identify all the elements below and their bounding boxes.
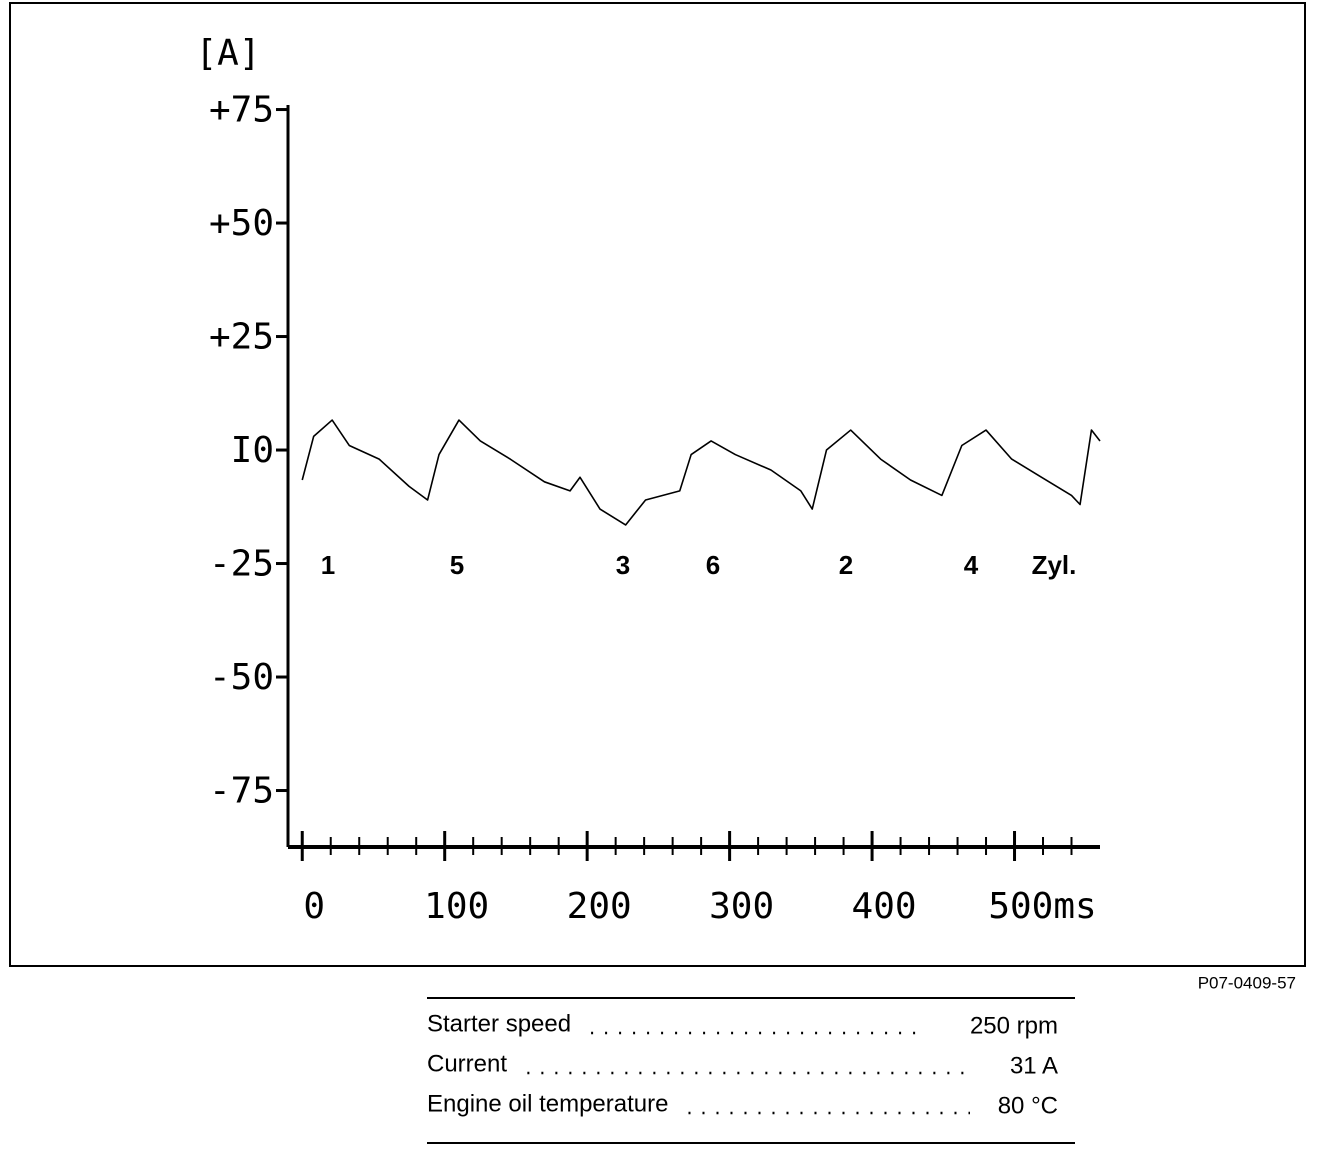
table-value: 31 A bbox=[1010, 1052, 1058, 1079]
x-tick-label: 400 bbox=[852, 886, 917, 927]
cylinder-label: 3 bbox=[616, 550, 630, 580]
table-value: 80 °C bbox=[998, 1092, 1058, 1119]
x-tick-label: 100 bbox=[424, 886, 489, 927]
x-tick-label: 0 bbox=[303, 886, 325, 927]
y-tick-label: -50 bbox=[209, 657, 274, 698]
table-label: Engine oil temperature bbox=[427, 1090, 668, 1117]
cylinder-label: 6 bbox=[706, 550, 720, 580]
frame bbox=[9, 2, 1306, 967]
x-tick-label: 200 bbox=[567, 886, 632, 927]
table-label: Starter speed bbox=[427, 1010, 571, 1037]
table-label: Current bbox=[427, 1050, 507, 1077]
y-tick-label: -75 bbox=[209, 771, 274, 812]
y-axis-title: [A] bbox=[195, 33, 260, 74]
x-tick-label: 300 bbox=[709, 886, 774, 927]
cylinder-label: 4 bbox=[964, 550, 979, 580]
figure-id: P07-0409-57 bbox=[1198, 973, 1296, 992]
y-tick-label: +25 bbox=[209, 317, 274, 358]
cylinder-label: 2 bbox=[839, 550, 853, 580]
x-tick-label: 500ms bbox=[988, 886, 1096, 927]
cylinder-label: 1 bbox=[321, 550, 335, 580]
y-tick-label: -25 bbox=[209, 544, 274, 585]
current-trace bbox=[301, 419, 1101, 526]
table-value: 250 rpm bbox=[970, 1012, 1058, 1039]
y-tick-label: I0 bbox=[231, 430, 274, 471]
cylinder-label: Zyl. bbox=[1032, 550, 1077, 580]
y-tick-label: +50 bbox=[209, 203, 274, 244]
cylinder-label: 5 bbox=[450, 550, 464, 580]
y-tick-label: +75 bbox=[209, 90, 274, 131]
